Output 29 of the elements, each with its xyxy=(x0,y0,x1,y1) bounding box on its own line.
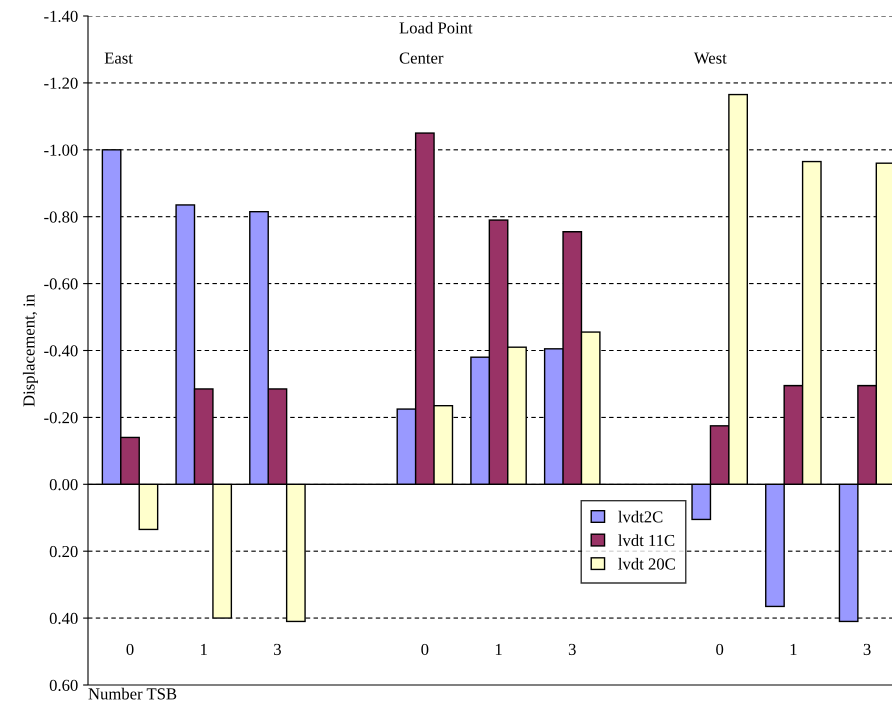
y-tick-label: -0.60 xyxy=(44,278,78,290)
x-tick-label: 1 xyxy=(496,644,502,655)
y-axis-title: Displacement, in xyxy=(22,294,38,406)
x-tick-label: 1 xyxy=(201,644,207,655)
legend-label: lvdt 20C xyxy=(618,558,675,570)
y-tick-label: -1.20 xyxy=(44,78,78,89)
x-tick-label: 0 xyxy=(126,644,134,656)
y-tick-label: -1.00 xyxy=(44,144,78,156)
y-tick-label: 0.00 xyxy=(50,479,78,490)
y-tick-label: 0.40 xyxy=(50,612,78,624)
x-tick-label: 1 xyxy=(790,644,797,655)
annotation: West xyxy=(694,52,727,64)
x-tick-label: 3 xyxy=(568,644,576,656)
legend-label: lvdt2C xyxy=(618,510,662,523)
annotation: Center xyxy=(400,52,444,64)
annotation: East xyxy=(104,52,133,64)
y-tick-label: -1.40 xyxy=(44,10,78,22)
x-tick-label: 3 xyxy=(274,644,281,656)
y-tick-label: 0.20 xyxy=(50,546,78,558)
x-tick-label: 3 xyxy=(864,644,871,656)
legend-label: lvdt 11C xyxy=(618,534,674,546)
y-tick-label: -0.20 xyxy=(44,412,78,424)
x-tick-label: 0 xyxy=(421,644,428,656)
y-tick-label: -0.40 xyxy=(44,345,78,357)
y-tick-label: 0.60 xyxy=(50,680,78,692)
x-axis-title: Number TSB xyxy=(88,688,176,700)
x-tick-label: 0 xyxy=(716,644,724,656)
y-tick-label: -0.80 xyxy=(44,211,78,223)
annotation: Load Point xyxy=(400,22,473,34)
